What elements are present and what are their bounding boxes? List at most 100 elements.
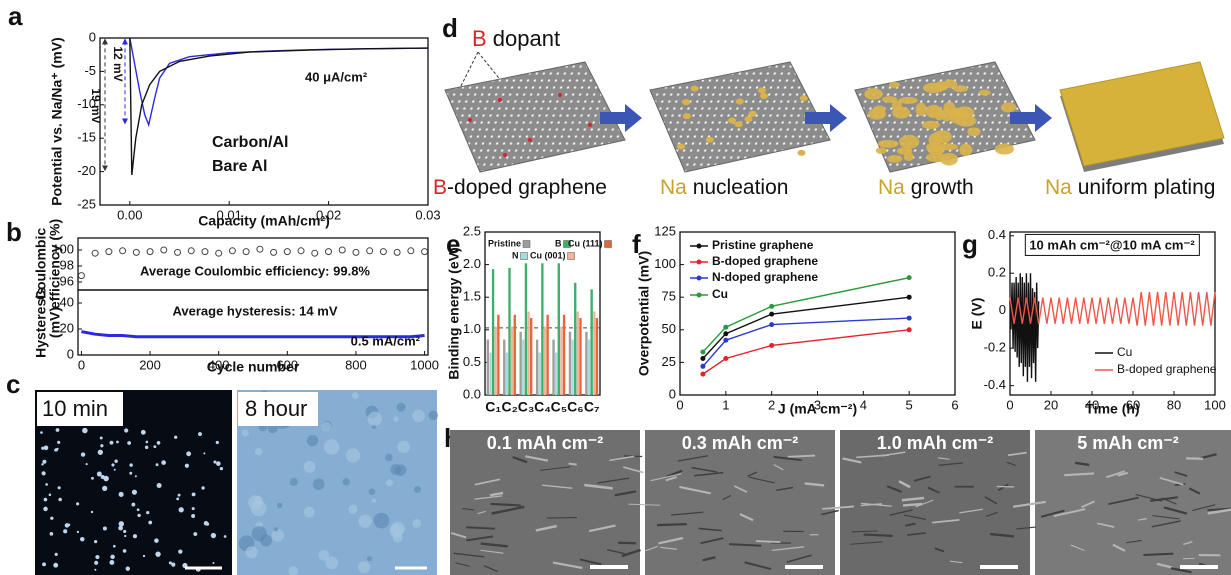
bar [574, 283, 576, 395]
marker [769, 343, 774, 348]
bar [495, 327, 497, 395]
nucleus [116, 441, 119, 444]
annotation: 10 mAh cm⁻²@10 mA cm⁻² [1029, 237, 1195, 252]
x-tick-label: 5 [906, 397, 913, 412]
bar [511, 327, 513, 395]
nucleus [192, 492, 196, 496]
x-tick-label: 0.03 [415, 207, 440, 222]
x-tick-label: 0.00 [117, 207, 142, 222]
x-tick-label: 800 [345, 357, 367, 372]
bar [588, 340, 590, 395]
nucleus [146, 511, 149, 514]
point [380, 249, 386, 255]
bar [487, 340, 489, 395]
point [175, 249, 181, 255]
legend-label: B [555, 238, 562, 248]
point [106, 249, 112, 255]
nucleus [204, 521, 209, 526]
bar [596, 318, 598, 395]
y-tick-label: 0 [89, 29, 96, 44]
bar [555, 353, 557, 395]
diagram-d: B dopant B-doped graphene Na nucleation … [433, 26, 1224, 199]
na-nucleus [683, 113, 691, 119]
ridge [657, 524, 687, 525]
legend-marker [697, 260, 702, 265]
y-axis-label: Binding energy (eV) [446, 247, 462, 379]
nucleus [124, 535, 126, 537]
nucleus [114, 469, 116, 471]
annotation: 19 mV [89, 88, 103, 123]
panel-label: c [6, 369, 20, 399]
nucleus [155, 551, 160, 556]
na-growth [873, 106, 886, 114]
label-part: uniform plating [1072, 176, 1216, 199]
grain [367, 556, 372, 561]
nucleus [50, 532, 54, 536]
na-nucleus [744, 116, 752, 122]
y-tick-label: 50 [662, 321, 676, 336]
na-growth [878, 140, 899, 148]
y-tick-label: 1.5 [463, 289, 481, 304]
bar [530, 318, 532, 395]
y-axis-label: Potential vs. Na/Na⁺ (mV) [49, 37, 65, 205]
point [298, 248, 304, 254]
marker [769, 322, 774, 327]
na-growth [864, 88, 882, 100]
y-tick-label: -25 [77, 196, 96, 211]
nucleus [178, 494, 181, 497]
nucleus [42, 471, 46, 475]
nucleus [41, 447, 44, 450]
bar [590, 289, 592, 395]
x-axis-label: Time (h) [1085, 401, 1139, 417]
grain [251, 501, 267, 517]
y-tick-label: 0 [67, 346, 74, 361]
point [188, 248, 194, 254]
na-nucleus [736, 98, 744, 104]
bar [497, 315, 499, 395]
point [312, 250, 318, 256]
grain [304, 461, 316, 473]
grain [290, 478, 298, 486]
nucleus [55, 553, 58, 556]
grain [428, 411, 438, 421]
marker [700, 364, 705, 369]
x-tick-label: C₂ [501, 399, 517, 415]
nucleus [49, 494, 52, 497]
nucleus [109, 560, 114, 565]
nucleus [179, 507, 184, 512]
bar [539, 353, 541, 395]
nucleus [191, 514, 195, 518]
grain [321, 422, 331, 432]
step-caption: Na uniform plating [1045, 176, 1215, 199]
nucleus [82, 428, 88, 434]
na-growth [940, 153, 958, 166]
nucleus [57, 448, 59, 450]
na-growth [941, 108, 952, 121]
legend-swatch [568, 253, 575, 260]
dopant-dot [498, 98, 502, 102]
grain [414, 486, 421, 493]
grain [313, 478, 325, 490]
bar [593, 312, 595, 395]
nucleus [129, 472, 132, 475]
grain [374, 513, 390, 529]
panel-label: g [962, 229, 978, 259]
x-axis-label: J (mA cm⁻²) [778, 401, 857, 417]
dopant-dot [558, 93, 562, 97]
bar [579, 318, 581, 395]
nucleus [137, 508, 140, 511]
nucleus [124, 428, 128, 432]
bar [520, 332, 522, 395]
grain [352, 392, 359, 399]
marker [769, 312, 774, 317]
label-part: B [472, 26, 487, 51]
nucleus [178, 549, 182, 553]
na-growth [892, 100, 902, 111]
legend-marker [697, 244, 702, 249]
grain [348, 505, 357, 514]
x-tick-label: C₃ [518, 399, 535, 415]
y-tick-label: 0.4 [988, 227, 1006, 242]
point [353, 249, 359, 255]
x-tick-label: 200 [139, 357, 161, 372]
y-tick-label: 1.0 [463, 321, 481, 336]
